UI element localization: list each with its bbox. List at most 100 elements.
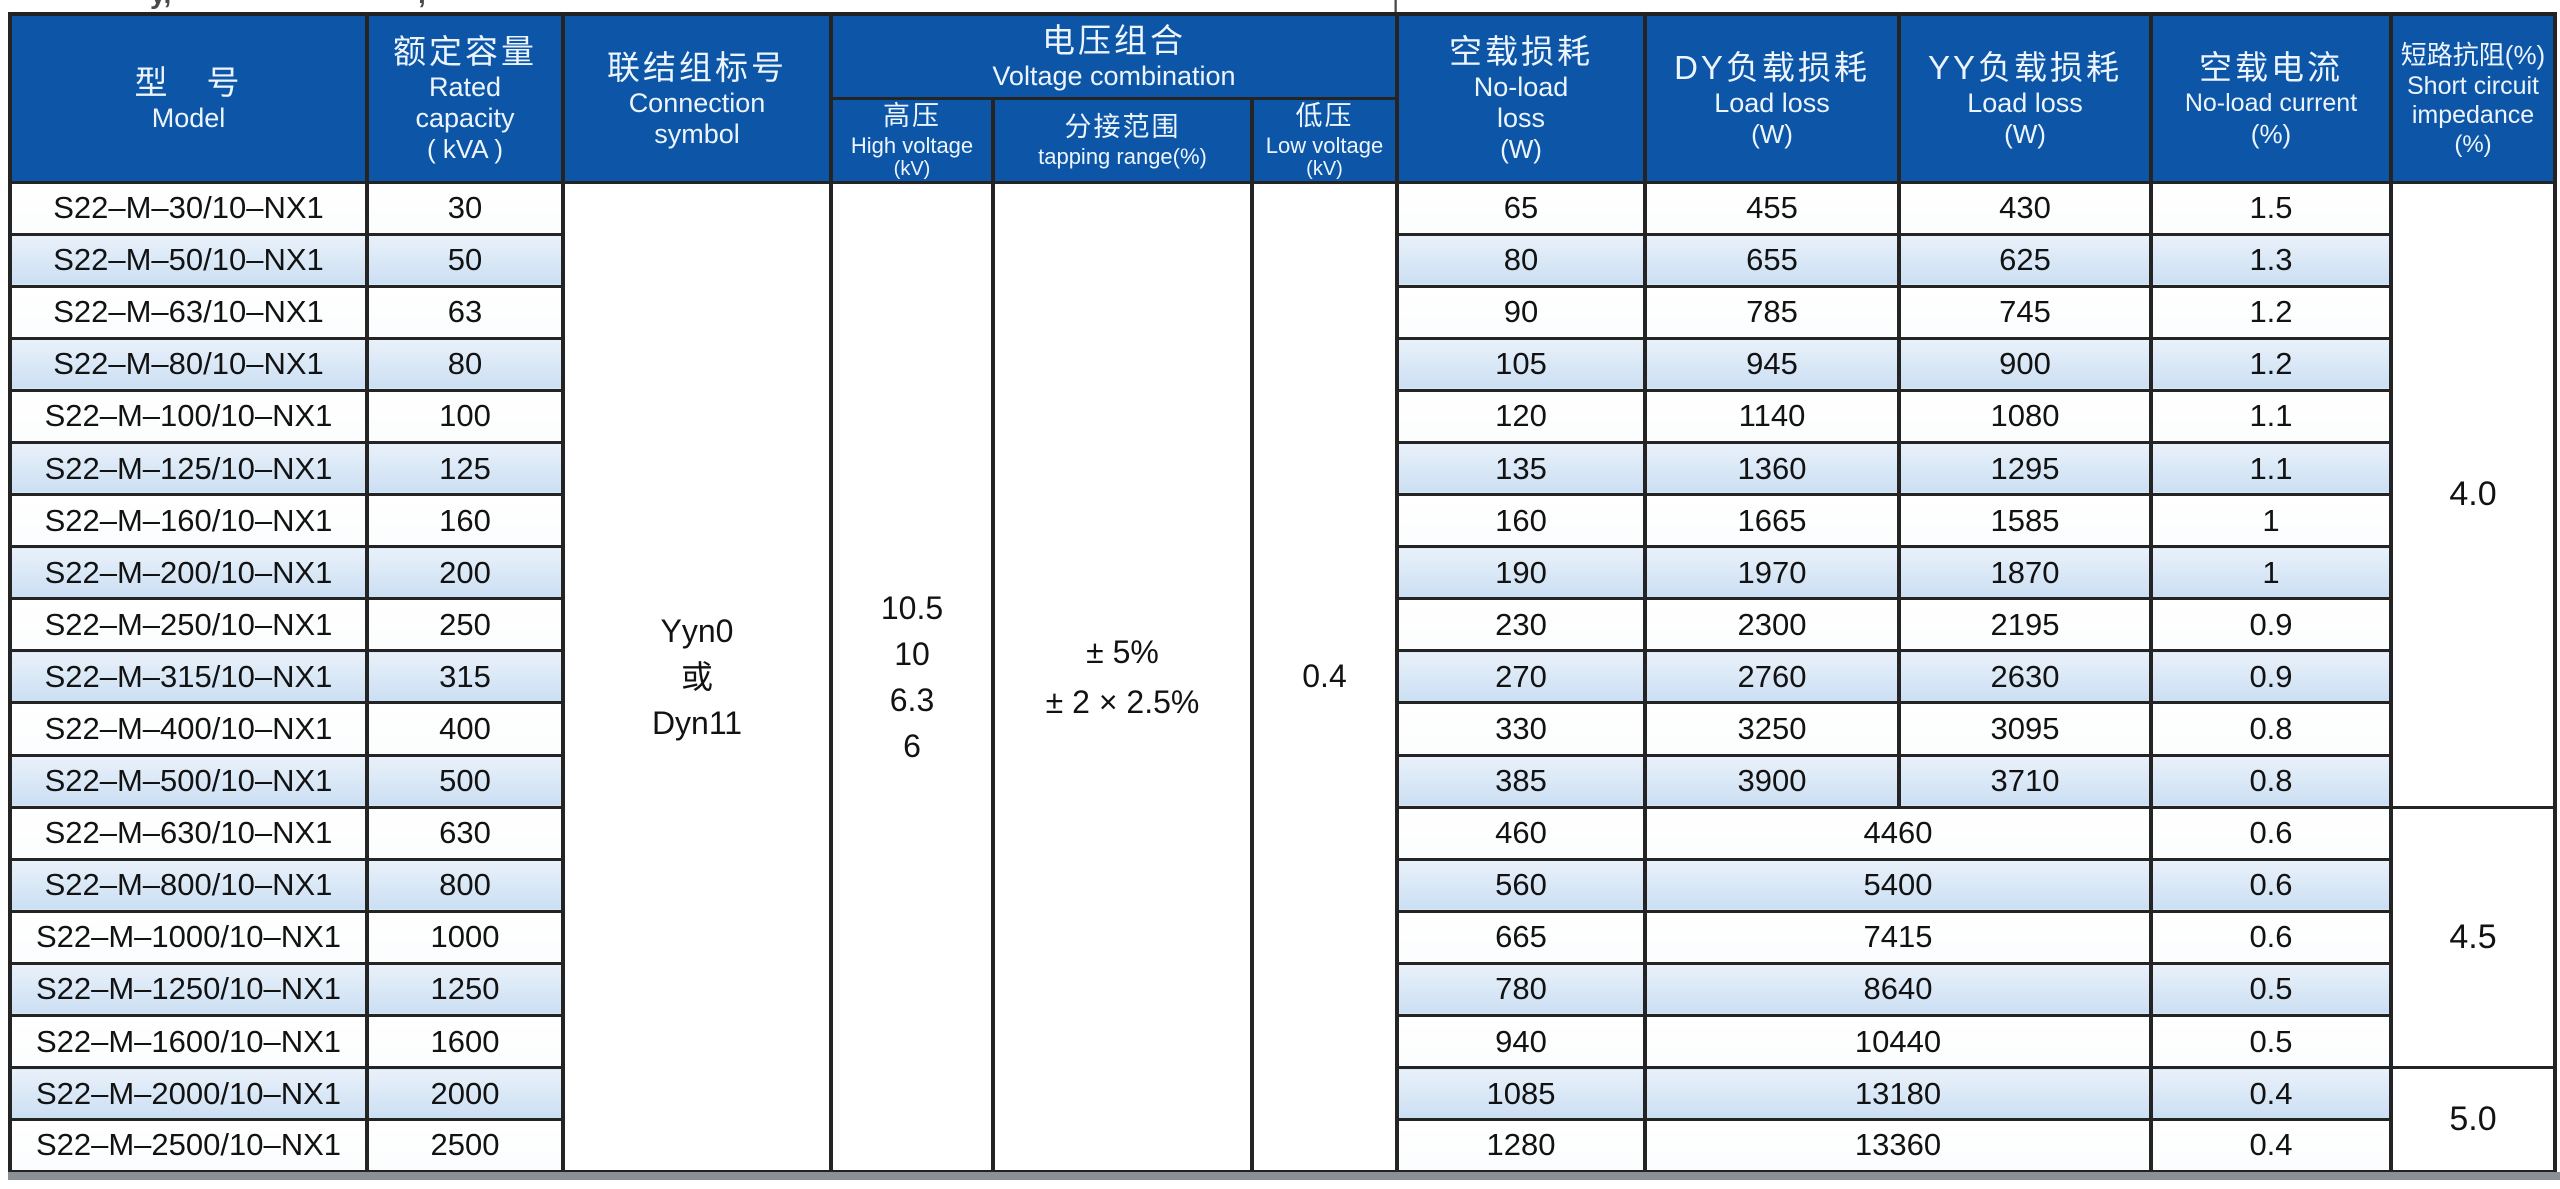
model-cell: S22–M–400/10–NX1 bbox=[8, 701, 369, 757]
capacity-cell: 315 bbox=[365, 649, 565, 705]
load-loss-merged-cell: 8640 bbox=[1643, 961, 2153, 1018]
dy-load-loss-cell: 1970 bbox=[1643, 545, 1901, 601]
col-header-dy-load-loss: DY负载损耗 Load loss (W) bbox=[1643, 12, 1901, 184]
no-load-loss-cell: 665 bbox=[1395, 909, 1647, 965]
cropped-text-remnants: y, , | bbox=[0, 0, 2560, 13]
table-row: S22–M–2000/10–NX1 2000 1085 13180 0.4 5.… bbox=[8, 1066, 2557, 1174]
col-header-tapping-range: 分接范围 tapping range(%) bbox=[991, 96, 1254, 184]
text-fragment: , bbox=[418, 0, 426, 10]
yy-load-loss-cell: 1295 bbox=[1897, 440, 2153, 497]
capacity-cell: 2500 bbox=[365, 1118, 565, 1174]
col-header-yy-load-loss: YY负载损耗 Load loss (W) bbox=[1897, 12, 2153, 184]
header-en: Load loss bbox=[1967, 87, 2083, 118]
capacity-cell: 125 bbox=[365, 440, 565, 497]
model-cell: S22–M–63/10–NX1 bbox=[8, 284, 369, 340]
no-load-loss-cell: 1085 bbox=[1395, 1066, 1647, 1122]
col-header-no-load-current: 空载电流 No-load current (%) bbox=[2149, 12, 2393, 184]
no-load-loss-cell: 385 bbox=[1395, 753, 1647, 809]
col-header-capacity: 额定容量 Rated capacity ( kVA ) bbox=[365, 12, 565, 184]
capacity-cell: 2000 bbox=[365, 1066, 565, 1122]
model-cell: S22–M–125/10–NX1 bbox=[8, 440, 369, 497]
table-row: S22–M–1250/10–NX1 1250 780 8640 0.5 bbox=[8, 961, 2555, 1018]
no-load-loss-cell: 1280 bbox=[1395, 1118, 1647, 1174]
no-load-loss-cell: 120 bbox=[1395, 388, 1647, 444]
yy-load-loss-cell: 2195 bbox=[1897, 597, 2153, 653]
model-cell: S22–M–50/10–NX1 bbox=[8, 232, 369, 288]
text-fragment: y, bbox=[150, 0, 171, 10]
tapping-range-cell: ± 5% ± 2 × 2.5% bbox=[991, 180, 1254, 1174]
model-cell: S22–M–2000/10–NX1 bbox=[8, 1066, 369, 1122]
no-load-loss-cell: 270 bbox=[1395, 649, 1647, 705]
table-row: S22–M–630/10–NX1 630 460 4460 0.6 4.5 bbox=[8, 805, 2557, 1070]
header-en: Load loss bbox=[1714, 87, 1830, 118]
no-load-loss-cell: 160 bbox=[1395, 493, 1647, 549]
header-cn: DY负载损耗 bbox=[1674, 48, 1870, 86]
model-cell: S22–M–315/10–NX1 bbox=[8, 649, 369, 705]
connection-line: 或 bbox=[680, 658, 713, 695]
table-row: S22–M–200/10–NX1 200 190 1970 1870 1 bbox=[8, 545, 2555, 601]
table-body: S22–M–30/10–NX1 30 Yyn0 或 Dyn11 10.5 10 … bbox=[8, 180, 2557, 1174]
header-en: tapping range(%) bbox=[1038, 144, 1207, 169]
model-cell: S22–M–200/10–NX1 bbox=[8, 545, 369, 601]
table-header: 型 号 Model 额定容量 Rated capacity ( kVA ) 联结… bbox=[8, 12, 2557, 184]
model-cell: S22–M–1600/10–NX1 bbox=[8, 1013, 369, 1070]
header-cn: 联结组标号 bbox=[607, 48, 787, 86]
no-load-current-cell: 0.9 bbox=[2149, 597, 2393, 653]
header-cn: 分接范围 bbox=[1064, 112, 1181, 142]
yy-load-loss-cell: 3095 bbox=[1897, 701, 2153, 757]
capacity-cell: 160 bbox=[365, 493, 565, 549]
table-row: S22–M–1600/10–NX1 1600 940 10440 0.5 bbox=[8, 1013, 2555, 1070]
dy-load-loss-cell: 785 bbox=[1643, 284, 1901, 340]
header-en: Connection bbox=[628, 87, 766, 118]
no-load-current-cell: 1.2 bbox=[2149, 336, 2393, 392]
table-row: S22–M–80/10–NX1 80 105 945 900 1.2 bbox=[8, 336, 2555, 392]
header-en: symbol bbox=[654, 118, 740, 149]
header-cn: 空载损耗 bbox=[1449, 33, 1593, 71]
header-cn: 短路抗阻(%) bbox=[2400, 39, 2546, 70]
model-cell: S22–M–30/10–NX1 bbox=[8, 180, 369, 236]
header-unit: (%) bbox=[2250, 118, 2292, 149]
no-load-current-cell: 0.6 bbox=[2149, 909, 2393, 965]
yy-load-loss-cell: 900 bbox=[1897, 336, 2153, 392]
dy-load-loss-cell: 3900 bbox=[1643, 753, 1901, 809]
tapping-range-line: ± 2 × 2.5% bbox=[1045, 683, 1200, 720]
dy-load-loss-cell: 1665 bbox=[1643, 493, 1901, 549]
capacity-cell: 63 bbox=[365, 284, 565, 340]
table-row: S22–M–400/10–NX1 400 330 3250 3095 0.8 bbox=[8, 701, 2555, 757]
model-cell: S22–M–160/10–NX1 bbox=[8, 493, 369, 549]
table-row: S22–M–160/10–NX1 160 160 1665 1585 1 bbox=[8, 493, 2555, 549]
table-row: S22–M–800/10–NX1 800 560 5400 0.6 bbox=[8, 857, 2555, 913]
capacity-cell: 80 bbox=[365, 336, 565, 392]
no-load-current-cell: 1.5 bbox=[2149, 180, 2393, 236]
no-load-loss-cell: 330 bbox=[1395, 701, 1647, 757]
capacity-cell: 500 bbox=[365, 753, 565, 809]
capacity-cell: 30 bbox=[365, 180, 565, 236]
yy-load-loss-cell: 1080 bbox=[1897, 388, 2153, 444]
text-fragment: | bbox=[1392, 0, 1399, 13]
dy-load-loss-cell: 945 bbox=[1643, 336, 1901, 392]
impedance-cell: 4.5 bbox=[2389, 805, 2557, 1070]
connection-line: Dyn11 bbox=[651, 704, 743, 741]
header-unit: (kV) bbox=[893, 157, 931, 180]
header-unit: (W) bbox=[2004, 118, 2046, 149]
low-voltage-cell: 0.4 bbox=[1250, 180, 1399, 1174]
no-load-current-cell: 1.3 bbox=[2149, 232, 2393, 288]
header-cn: 额定容量 bbox=[393, 33, 537, 71]
header-en: loss bbox=[1496, 103, 1545, 134]
no-load-current-cell: 0.9 bbox=[2149, 649, 2393, 705]
model-cell: S22–M–630/10–NX1 bbox=[8, 805, 369, 861]
no-load-current-cell: 0.8 bbox=[2149, 753, 2393, 809]
no-load-current-cell: 1.1 bbox=[2149, 440, 2393, 497]
header-unit: (W) bbox=[1500, 134, 1542, 165]
yy-load-loss-cell: 1585 bbox=[1897, 493, 2153, 549]
model-cell: S22–M–250/10–NX1 bbox=[8, 597, 369, 653]
capacity-cell: 200 bbox=[365, 545, 565, 601]
header-cn: 空载电流 bbox=[2199, 48, 2343, 86]
dy-load-loss-cell: 1360 bbox=[1643, 440, 1901, 497]
no-load-current-cell: 0.8 bbox=[2149, 701, 2393, 757]
high-voltage-cell: 10.5 10 6.3 6 bbox=[829, 180, 995, 1174]
table-row: S22–M–500/10–NX1 500 385 3900 3710 0.8 bbox=[8, 753, 2555, 809]
table-row: S22–M–315/10–NX1 315 270 2760 2630 0.9 bbox=[8, 649, 2555, 705]
table-row: S22–M–125/10–NX1 125 135 1360 1295 1.1 bbox=[8, 440, 2555, 497]
